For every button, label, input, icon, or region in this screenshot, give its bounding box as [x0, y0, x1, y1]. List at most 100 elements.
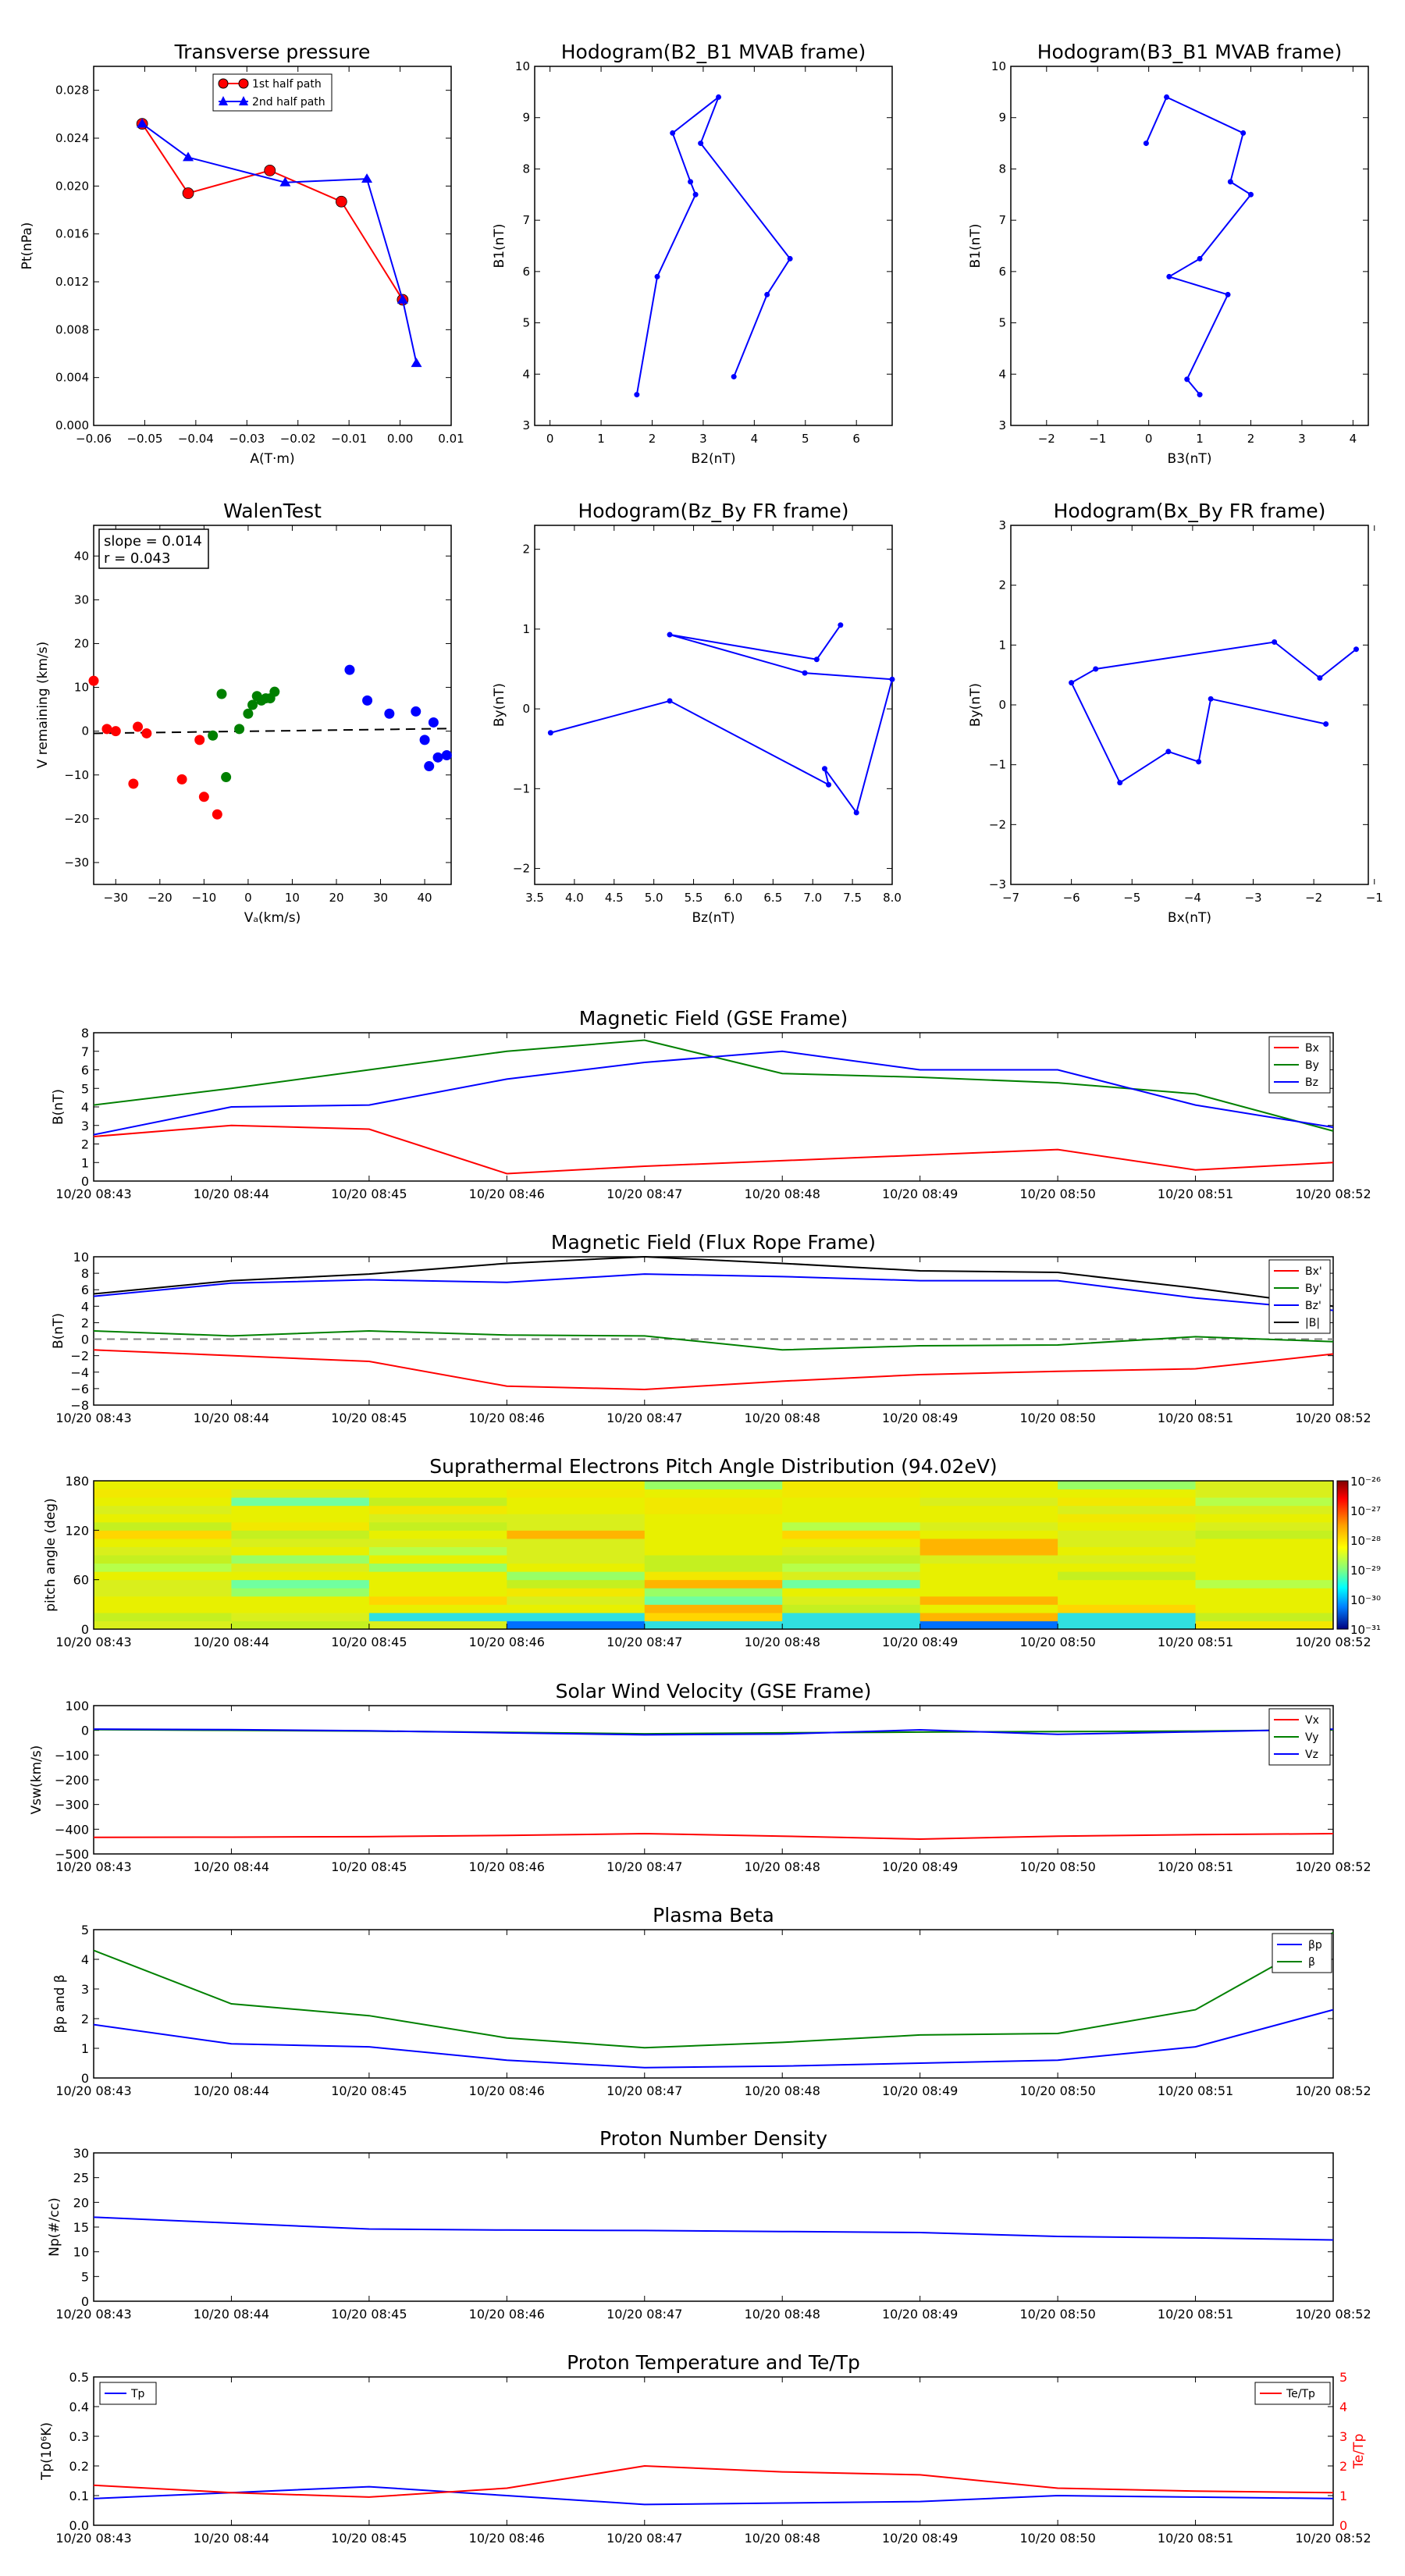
- series-line: [550, 624, 894, 815]
- x-tick-label: 0: [546, 432, 554, 446]
- x-tick-label: 0.01: [438, 432, 464, 446]
- y-tick-label: 0: [81, 1622, 89, 1637]
- y-tick-label: 7: [522, 213, 530, 227]
- x-tick-label: 0.00: [387, 432, 413, 446]
- data-point: [428, 717, 439, 728]
- heatmap-cell: [782, 1489, 921, 1498]
- x-tick-label: 10/20 08:44: [194, 1187, 269, 1201]
- heatmap-cell: [1058, 1596, 1197, 1605]
- x-tick-label: 10/20 08:43: [55, 1411, 131, 1425]
- y-axis-label: By(nT): [492, 683, 507, 727]
- x-tick-label: −6: [1063, 891, 1080, 905]
- data-point-triangle: [279, 176, 291, 187]
- heatmap-cell: [507, 1514, 646, 1523]
- x-tick-label: 10/20 08:50: [1019, 1187, 1095, 1201]
- data-point-triangle: [183, 151, 194, 162]
- y-tick-label: 4: [522, 367, 530, 381]
- heatmap-cell: [782, 1604, 921, 1614]
- heatmap-cell: [94, 1497, 232, 1507]
- x-tick-label: 10/20 08:51: [1158, 2531, 1233, 2546]
- series-line-Bx: [93, 1349, 1334, 1390]
- y-tick-label: 0: [81, 1332, 89, 1347]
- y-tick-label: −100: [55, 1748, 89, 1763]
- heatmap-cell: [1058, 1563, 1197, 1572]
- y-tick-label: 0: [81, 1724, 89, 1738]
- y-tick-label: 4: [81, 1299, 89, 1314]
- y-tick-label: 0.3: [69, 2429, 89, 2444]
- x-tick-label: 10/20 08:51: [1158, 1187, 1233, 1201]
- plot-frame: [93, 525, 452, 885]
- heatmap-cell: [782, 1579, 921, 1589]
- y-tick-label: 3: [522, 418, 530, 432]
- heatmap-cell: [919, 1514, 1058, 1523]
- series-line-Tp: [93, 2485, 1334, 2506]
- heatmap-cell: [231, 1489, 370, 1498]
- x-tick-label: −0.05: [126, 432, 162, 446]
- legend-label: Bz': [1305, 1300, 1321, 1312]
- x-tick-label: 10/20 08:47: [606, 1859, 682, 1874]
- x-tick-label: 10/20 08:45: [331, 1411, 407, 1425]
- heatmap-cell: [1195, 1489, 1334, 1498]
- data-point: [1353, 646, 1359, 653]
- data-point: [821, 766, 827, 772]
- y-tick-label: 3: [998, 418, 1006, 432]
- legend-label: By: [1305, 1059, 1319, 1072]
- heatmap-cell: [94, 1604, 232, 1614]
- x-tick-label: 10/20 08:49: [882, 1859, 958, 1874]
- heatmap-cell: [507, 1563, 646, 1572]
- y-tick-label: 1: [81, 2041, 89, 2056]
- x-tick-label: 10/20 08:52: [1295, 2531, 1371, 2546]
- x-tick-label: 4: [751, 432, 759, 446]
- x-tick-label: 10/20 08:48: [745, 2083, 820, 2098]
- x-tick-label: 10/20 08:45: [331, 2307, 407, 2322]
- data-point: [432, 752, 443, 763]
- y-tick-label: 2: [998, 578, 1006, 592]
- y-tick-label-right: 1: [1339, 2489, 1347, 2503]
- x-tick-label: 10/20 08:47: [606, 1635, 682, 1649]
- plot-frame: [1010, 66, 1369, 426]
- heatmap-cell: [1058, 1481, 1197, 1490]
- legend-box: [1268, 1259, 1331, 1334]
- x-tick-label: 10/20 08:47: [606, 1187, 682, 1201]
- colorbar: [1336, 1480, 1349, 1630]
- heatmap-cell: [94, 1530, 232, 1539]
- x-tick-label: 10/20 08:49: [882, 1635, 958, 1649]
- data-point: [208, 730, 219, 741]
- colorbar-label: 10⁻²⁹: [1350, 1564, 1381, 1578]
- heatmap-cell: [919, 1596, 1058, 1605]
- chart-title: Solar Wind Velocity (GSE Frame): [556, 1680, 872, 1703]
- panel-h21: Hodogram(B2_B1 MVAB frame) 0 1 2 3 4 5 6 3 4 5 6 7 8 9…: [492, 41, 893, 467]
- y-tick-label: 10: [74, 681, 89, 695]
- heatmap-cell: [644, 1530, 783, 1539]
- y-tick-label: −6: [70, 1382, 89, 1397]
- y-tick-label: −10: [64, 768, 89, 782]
- panel-mffr: Magnetic Field (Flux Rope Frame) 10/20 08…: [51, 1231, 1371, 1425]
- y-tick-label: 0.000: [55, 418, 89, 432]
- x-tick-label: 10/20 08:47: [606, 2531, 682, 2546]
- data-point: [234, 724, 245, 735]
- r-annotation: r = 0.043: [104, 550, 170, 567]
- y-tick-label: 5: [998, 316, 1006, 330]
- data-point: [1165, 749, 1172, 755]
- heatmap-cell: [1058, 1555, 1197, 1564]
- data-point: [1196, 759, 1202, 765]
- legend-label-1st: 1st half path: [252, 78, 322, 91]
- heatmap-cell: [1058, 1571, 1197, 1581]
- data-point: [264, 164, 276, 176]
- data-point: [787, 255, 793, 262]
- x-tick-label: 10/20 08:49: [882, 2531, 958, 2546]
- data-point: [411, 706, 422, 717]
- x-tick-label: 10: [285, 891, 300, 905]
- x-tick-label: 10/20 08:52: [1295, 1859, 1371, 1874]
- y-tick-label-right: 4: [1339, 2400, 1347, 2414]
- chart-title: Hodogram(B2_B1 MVAB frame): [561, 41, 866, 63]
- x-tick-label: 10/20 08:52: [1295, 1411, 1371, 1425]
- heatmap-cell: [919, 1604, 1058, 1614]
- y-tick-label: 10: [515, 59, 530, 73]
- legend-label: Bz: [1305, 1076, 1318, 1089]
- heatmap-cell: [368, 1596, 507, 1605]
- data-point: [1166, 273, 1172, 279]
- colorbar-label: 10⁻²⁶: [1350, 1475, 1381, 1489]
- y-tick-label: 0.004: [55, 371, 89, 385]
- heatmap-cell: [644, 1588, 783, 1597]
